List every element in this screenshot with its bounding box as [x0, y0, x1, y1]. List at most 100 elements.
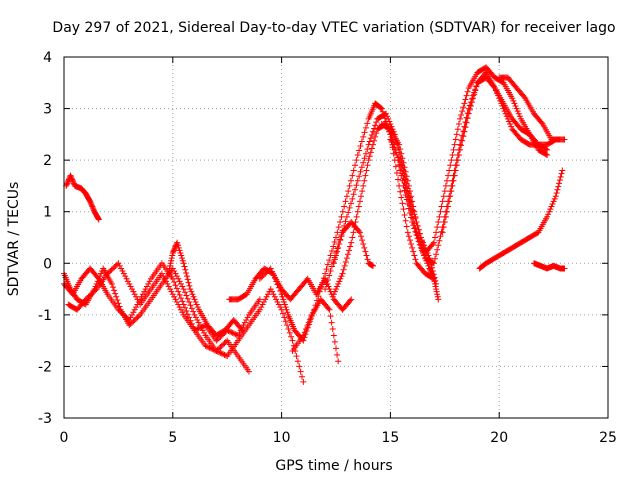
data-point: [377, 104, 384, 111]
data-point: [168, 255, 175, 262]
data-point: [323, 266, 330, 273]
data-point: [464, 110, 471, 117]
data-point: [88, 200, 95, 207]
data-point: [334, 351, 341, 358]
data-point: [116, 262, 123, 269]
data-point: [383, 110, 390, 117]
data-point: [398, 150, 405, 157]
data-point: [129, 319, 135, 326]
data-point: [402, 217, 409, 224]
data-point: [471, 91, 478, 98]
data-point: [129, 311, 135, 318]
data-point: [411, 220, 418, 227]
data-point: [464, 115, 471, 122]
data-point: [427, 266, 434, 273]
data-point: [180, 301, 187, 308]
data-point: [441, 188, 448, 195]
data-point: [211, 347, 218, 354]
data-point: [333, 286, 339, 293]
data-point: [164, 280, 171, 287]
data-point: [273, 296, 280, 303]
data-point: [69, 177, 76, 184]
data-point: [334, 229, 341, 236]
data-point: [191, 327, 198, 334]
data-point: [345, 188, 352, 195]
data-point: [322, 270, 329, 277]
data-point: [115, 300, 122, 307]
data-point: [281, 301, 288, 308]
data-point: [360, 182, 367, 189]
x-tick-label: 10: [273, 430, 291, 446]
data-point: [330, 260, 337, 267]
data-point: [282, 318, 289, 325]
data-point: [161, 275, 168, 282]
data-point: [95, 215, 102, 222]
data-point: [473, 83, 480, 90]
data-point: [409, 244, 416, 251]
data-point: [335, 358, 342, 365]
data-point: [353, 157, 360, 164]
data-point: [349, 195, 356, 202]
data-point: [167, 286, 174, 293]
data-point: [109, 284, 116, 291]
data-point: [273, 278, 280, 285]
data-point: [183, 269, 190, 276]
data-point: [557, 136, 564, 143]
data-point: [362, 150, 369, 157]
data-point: [353, 213, 360, 220]
data-point: [405, 197, 412, 204]
data-point: [146, 278, 153, 285]
data-point: [167, 260, 174, 267]
data-point: [325, 305, 332, 312]
data-point: [166, 265, 173, 272]
data-point: [228, 329, 235, 336]
data-point: [457, 146, 464, 153]
data-point: [449, 182, 456, 189]
series-track-p: [476, 167, 566, 272]
data-point: [450, 146, 457, 153]
data-point: [514, 108, 521, 115]
data-point: [409, 211, 416, 218]
data-point: [356, 173, 363, 180]
data-point: [175, 301, 182, 308]
data-point: [173, 285, 180, 292]
data-point: [426, 265, 433, 272]
data-point: [175, 288, 182, 295]
data-point: [293, 353, 300, 360]
data-point: [69, 176, 76, 183]
data-point: [158, 270, 165, 277]
data-point: [463, 119, 470, 126]
data-point: [402, 184, 409, 191]
data-point: [454, 126, 461, 133]
data-point: [404, 229, 411, 236]
data-point: [90, 288, 97, 295]
data-point: [131, 317, 138, 324]
data-point: [557, 173, 564, 180]
data-point: [337, 237, 344, 244]
data-point: [510, 97, 517, 104]
data-point: [385, 115, 392, 122]
data-point: [434, 224, 441, 231]
y-tick-label: -1: [38, 308, 52, 324]
data-point: [221, 340, 228, 347]
data-point: [326, 306, 333, 313]
data-point: [171, 293, 178, 300]
data-point: [120, 270, 127, 277]
data-point: [194, 326, 201, 333]
data-point: [459, 132, 466, 139]
data-point: [337, 219, 344, 226]
data-point: [143, 283, 150, 290]
data-point: [172, 282, 179, 289]
data-point: [397, 161, 404, 168]
data-point: [466, 106, 473, 113]
data-point: [126, 317, 133, 324]
data-point: [238, 326, 245, 333]
data-point: [258, 304, 265, 311]
data-point: [454, 157, 461, 164]
data-point: [401, 211, 408, 218]
series-track-q: [531, 260, 568, 272]
data-point: [188, 305, 195, 312]
data-point: [460, 128, 467, 135]
data-point: [195, 325, 202, 332]
data-point: [284, 322, 291, 329]
